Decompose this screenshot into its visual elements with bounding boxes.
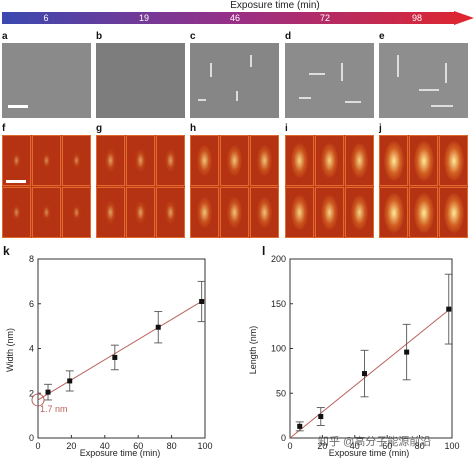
tem-image-b xyxy=(96,43,185,118)
data-point xyxy=(45,389,51,395)
k-x-axis-label: Exposure time (min) xyxy=(80,448,161,458)
x-tick-label: 20 xyxy=(317,441,327,451)
panel-letter-h: h xyxy=(190,123,197,134)
watermark: 知乎 @高分子能源前沿 xyxy=(318,436,432,448)
fft-panel-f xyxy=(2,135,91,238)
y-tick-label: 150 xyxy=(271,299,286,309)
y-tick-label: 6 xyxy=(29,299,34,309)
fit-line xyxy=(37,298,206,401)
fft-panel-j xyxy=(379,135,468,238)
data-point xyxy=(404,349,410,355)
x-tick-label: 40 xyxy=(350,441,360,451)
fft-scale-bar xyxy=(6,180,26,183)
y-tick-label: 100 xyxy=(271,344,286,354)
intercept-annotation: 1.7 nm xyxy=(40,404,68,414)
y-tick-label: 0 xyxy=(29,433,34,443)
length-vs-exposure-chart: Length (nm) Exposure time (min) 0 20 40 60 8… xyxy=(248,254,460,458)
x-tick-label: 80 xyxy=(415,441,425,451)
timebar-tick-3: 72 xyxy=(319,13,330,23)
y-tick-label: 4 xyxy=(29,344,34,354)
exposure-time-gradient-arrow xyxy=(2,11,474,25)
y-tick-label: 8 xyxy=(29,254,34,264)
tem-image-d xyxy=(285,43,374,118)
timebar-tick-0: 6 xyxy=(43,13,49,23)
width-axis-label: Width (nm) xyxy=(5,328,15,372)
fft-panel-g xyxy=(96,135,185,238)
y-tick-label: 50 xyxy=(276,388,286,398)
tem-image-e xyxy=(379,43,468,118)
panel-letter-a: a xyxy=(2,31,8,42)
panel-letter-b: b xyxy=(96,31,103,42)
x-tick-label: 60 xyxy=(133,441,143,451)
y-tick-label: 0 xyxy=(281,433,286,443)
data-point xyxy=(67,378,73,384)
data-point xyxy=(199,299,205,305)
panel-letter-g: g xyxy=(96,123,103,134)
x-tick-label: 20 xyxy=(66,441,76,451)
timebar-tick-1: 19 xyxy=(138,13,149,23)
panel-letter-f: f xyxy=(2,123,6,134)
timebar-title: Exposure time (min) xyxy=(230,0,320,11)
x-tick-label: 100 xyxy=(444,441,459,451)
width-vs-exposure-chart: Width (nm) Exposure time (min) 1.7 nm 0 2… xyxy=(5,254,213,458)
x-tick-label: 40 xyxy=(100,441,110,451)
data-point xyxy=(112,354,118,360)
timebar-tick-2: 46 xyxy=(229,13,240,23)
x-tick-label: 80 xyxy=(167,441,177,451)
l-x-axis-label: Exposure time (min) xyxy=(329,448,410,458)
x-tick-label: 60 xyxy=(382,441,392,451)
panel-letter-i: i xyxy=(285,123,288,134)
data-point xyxy=(318,414,324,420)
panel-letter-d: d xyxy=(285,31,292,42)
scale-bar xyxy=(8,105,28,108)
fft-panel-h xyxy=(190,135,279,238)
length-axis-label: Length (nm) xyxy=(248,326,258,375)
tem-image-c xyxy=(190,43,279,118)
panel-letter-e: e xyxy=(379,31,385,42)
fft-panel-i xyxy=(285,135,374,238)
x-tick-label: 100 xyxy=(197,441,212,451)
x-tick-label: 0 xyxy=(287,441,292,451)
timebar-tick-4: 98 xyxy=(411,13,422,23)
panel-letter-c: c xyxy=(190,31,196,42)
y-tick-label: 2 xyxy=(29,388,34,398)
intercept-circle xyxy=(31,393,45,407)
data-point xyxy=(362,371,368,377)
fit-line xyxy=(289,306,453,439)
panel-letter-l: l xyxy=(262,244,266,258)
data-point xyxy=(297,423,303,429)
y-tick-label: 200 xyxy=(271,254,286,264)
panel-letter-j: j xyxy=(379,123,382,134)
tem-image-a xyxy=(2,43,91,118)
plot-frame xyxy=(289,258,453,439)
panel-letter-k: k xyxy=(3,244,10,258)
data-point xyxy=(446,306,452,312)
data-point xyxy=(155,324,161,330)
x-tick-label: 0 xyxy=(35,441,40,451)
